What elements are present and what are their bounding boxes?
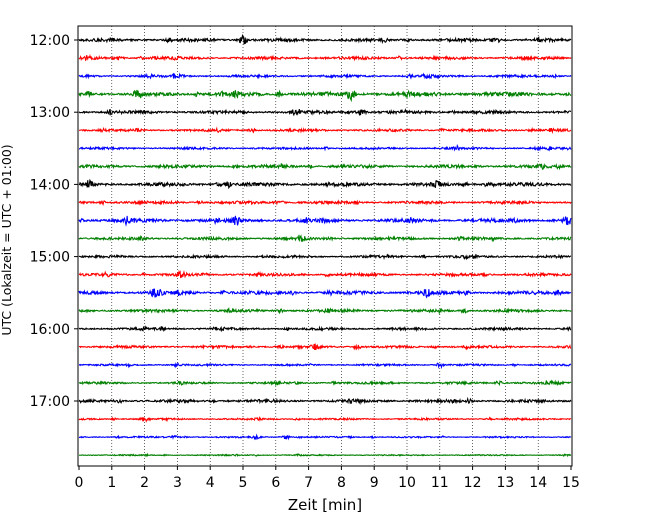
x-tick-label: 5 <box>239 475 248 491</box>
x-tick-label: 15 <box>562 475 580 491</box>
trace-line-2 <box>78 72 572 80</box>
x-axis-ticks: 0 1 2 3 4 5 6 7 8 9 10 11 12 13 14 15 <box>75 466 580 491</box>
x-tick-label: 4 <box>206 475 215 491</box>
trace-line-23 <box>78 452 572 458</box>
y-tick-label: 15:00 <box>30 250 70 266</box>
y-axis-label: UTC (Lokalzeit = UTC + 01:00) <box>0 144 14 335</box>
x-tick-label: 0 <box>75 475 84 491</box>
trace-line-8 <box>78 178 572 190</box>
x-tick-label: 11 <box>431 475 449 491</box>
x-tick-label: 3 <box>173 475 182 491</box>
x-tick-label: 7 <box>304 475 313 491</box>
trace-line-12 <box>78 253 572 261</box>
x-axis-label: Zeit [min] <box>288 496 362 514</box>
trace-line-21 <box>78 416 572 423</box>
trace-line-9 <box>78 199 572 207</box>
trace-line-4 <box>78 108 572 117</box>
x-tick-label: 13 <box>496 475 514 491</box>
x-tick-label: 6 <box>271 475 280 491</box>
plot-frame <box>77 25 573 467</box>
y-tick-label: 16:00 <box>30 322 70 338</box>
x-tick-label: 12 <box>464 475 482 491</box>
x-tick-label: 14 <box>529 475 547 491</box>
trace-line-20 <box>78 396 572 406</box>
trace-line-3 <box>78 89 572 103</box>
x-tick-label: 10 <box>398 475 416 491</box>
trace-line-13 <box>78 269 572 279</box>
trace-line-16 <box>78 325 572 333</box>
trace-line-1 <box>78 53 572 62</box>
x-tick-label: 9 <box>370 475 379 491</box>
trace-line-17 <box>78 343 572 351</box>
seismogram-traces <box>78 33 572 458</box>
trace-line-7 <box>78 162 572 171</box>
trace-line-6 <box>78 143 572 152</box>
trace-line-11 <box>78 234 572 243</box>
y-tick-label: 12:00 <box>30 33 70 49</box>
trace-line-15 <box>78 307 572 315</box>
y-tick-label: 17:00 <box>30 394 70 410</box>
vertical-gridlines <box>111 26 539 466</box>
trace-line-22 <box>78 433 572 441</box>
y-axis-ticks: 12:00 13:00 14:00 15:00 16:00 17:00 <box>30 33 78 410</box>
trace-line-19 <box>78 379 572 387</box>
x-tick-label: 1 <box>107 475 116 491</box>
trace-line-18 <box>78 361 572 370</box>
trace-line-5 <box>78 126 572 134</box>
y-tick-label: 13:00 <box>30 105 70 121</box>
trace-line-14 <box>78 288 572 299</box>
x-tick-label: 8 <box>337 475 346 491</box>
x-tick-label: 2 <box>140 475 149 491</box>
trace-line-0 <box>78 33 572 45</box>
y-tick-label: 14:00 <box>30 177 70 193</box>
trace-line-10 <box>78 215 572 227</box>
